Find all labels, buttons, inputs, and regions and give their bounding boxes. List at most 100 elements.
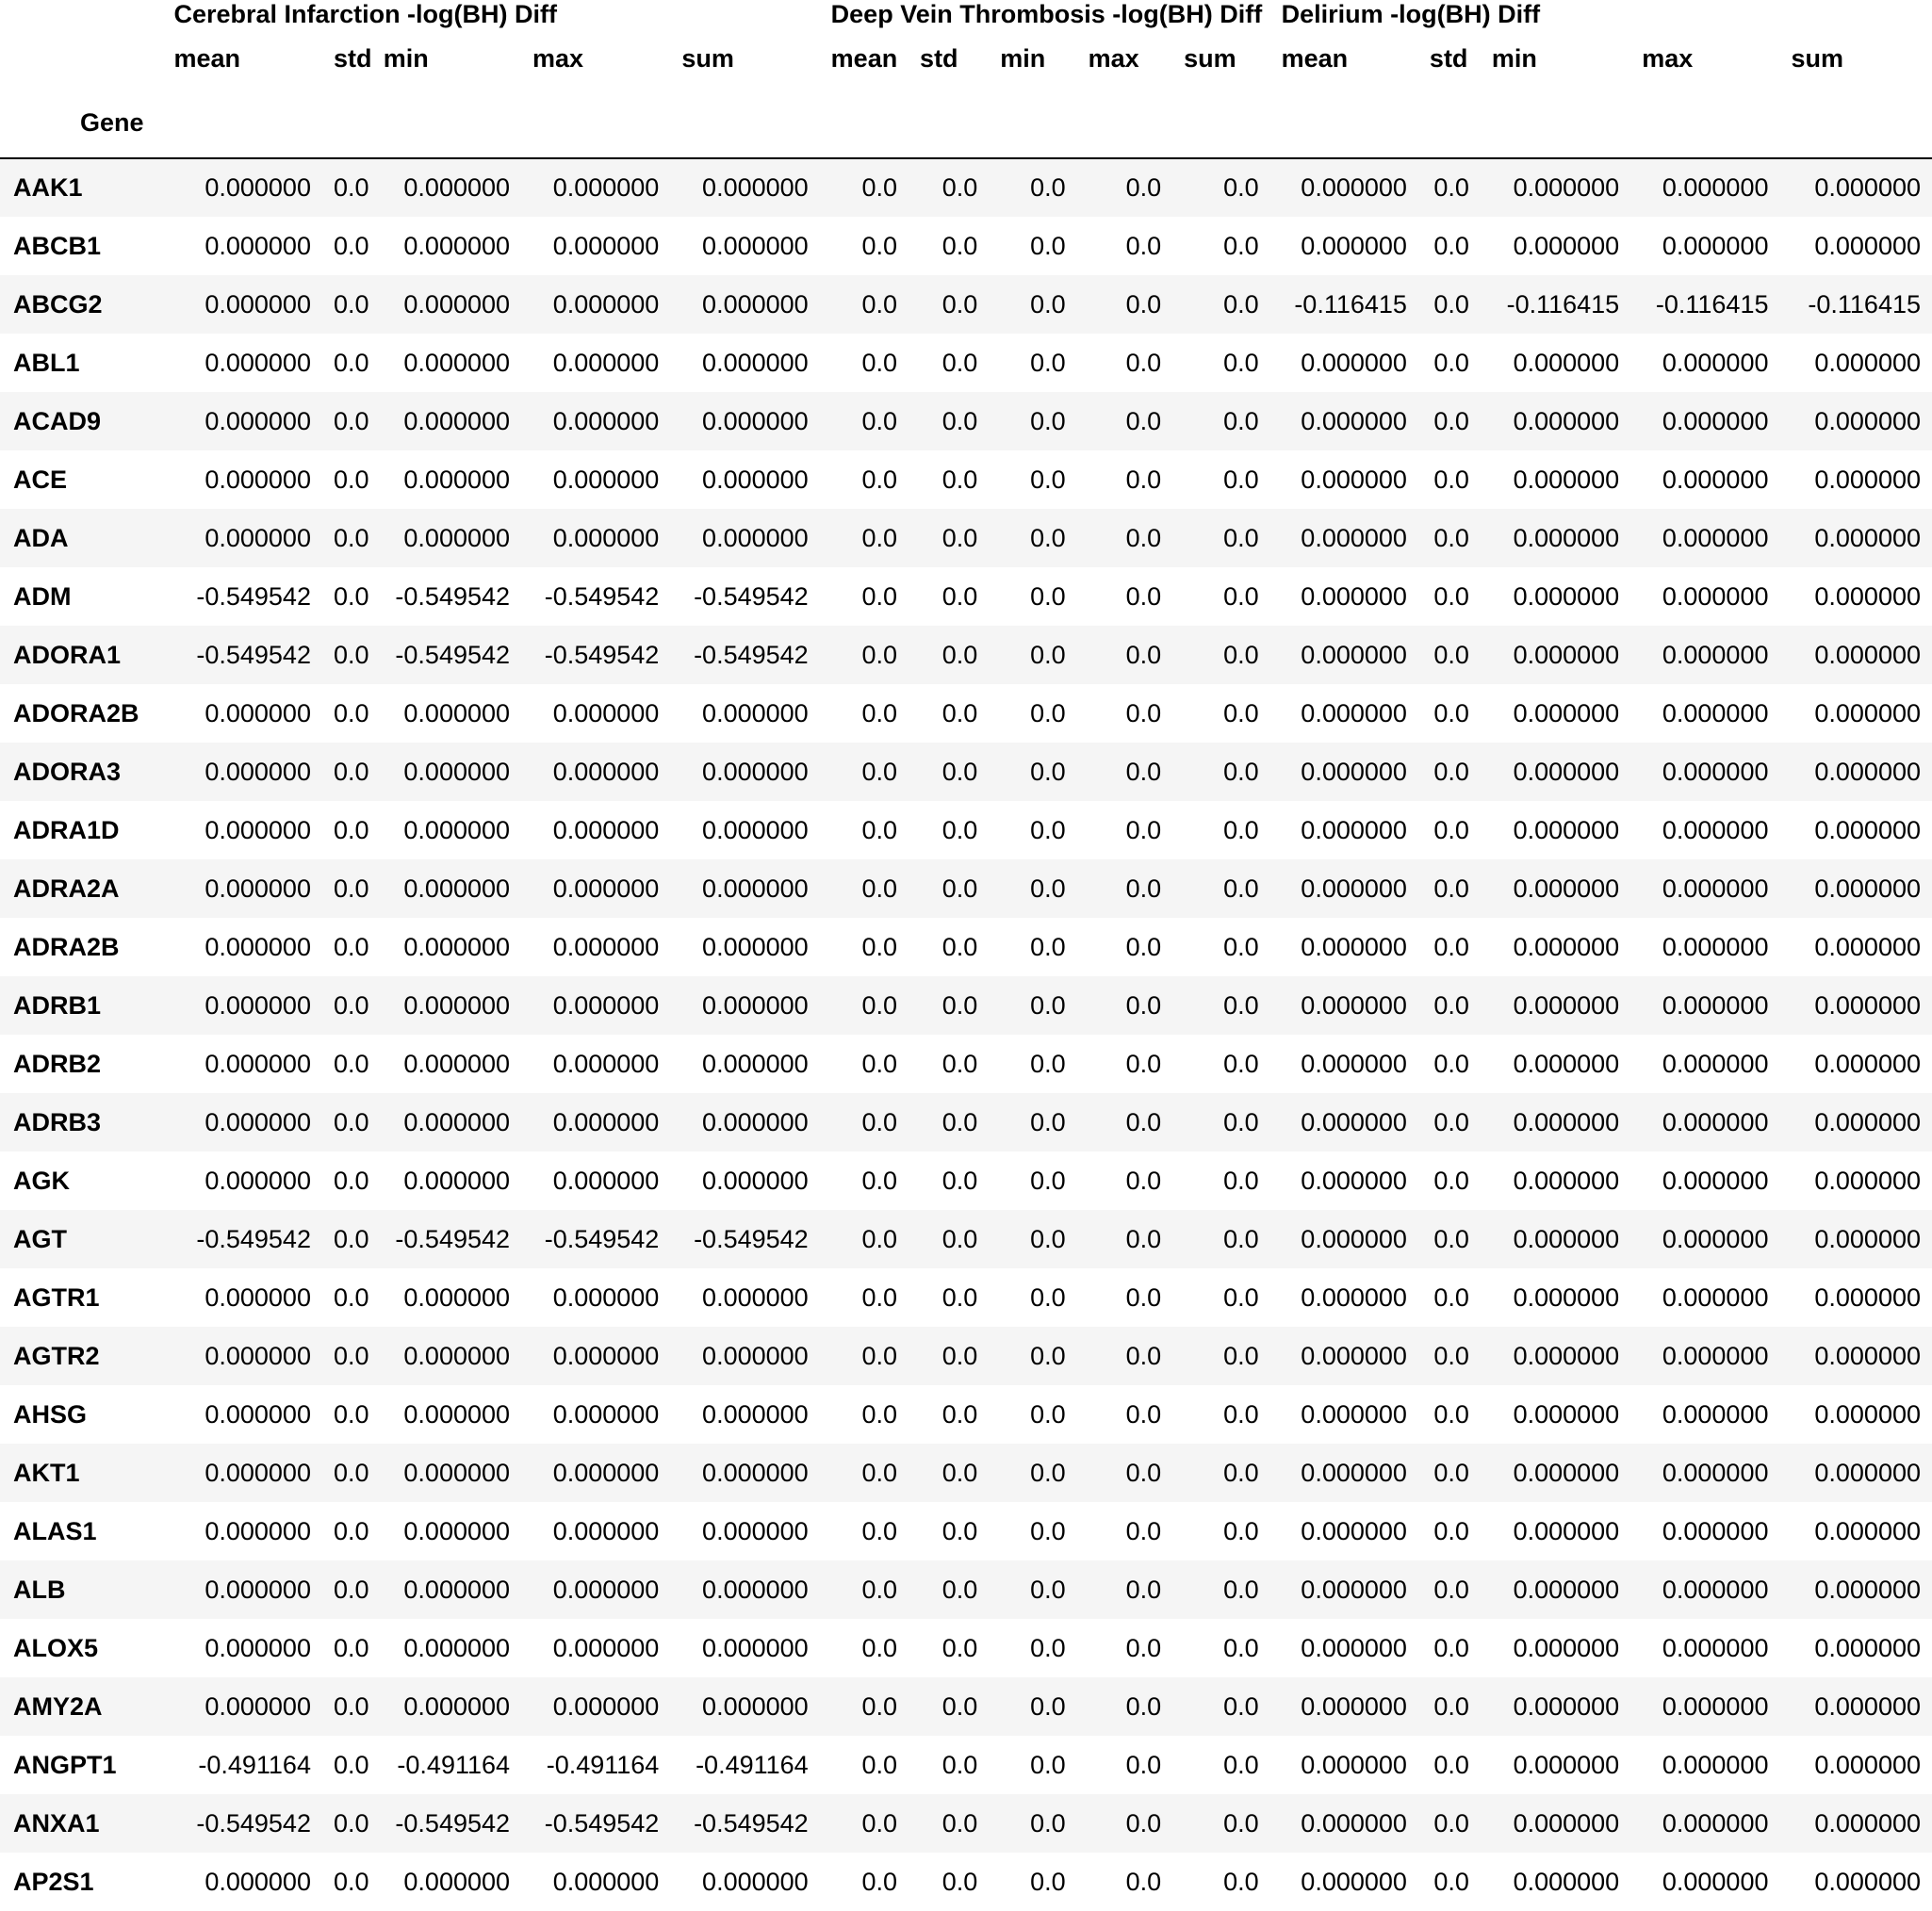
value-cell: 0.000000	[521, 509, 670, 567]
value-cell: 0.0	[322, 801, 372, 859]
value-cell: 0.0	[1077, 684, 1172, 743]
value-cell: 0.000000	[163, 1619, 322, 1677]
value-cell: -0.549542	[372, 1210, 521, 1268]
gene-label: ABCB1	[0, 217, 163, 275]
value-cell: 0.0	[989, 1093, 1076, 1152]
value-cell: 0.0	[909, 509, 989, 567]
value-cell: 0.000000	[1630, 1736, 1779, 1794]
stat-header-min: min	[1481, 29, 1630, 88]
value-cell: -0.116415	[1481, 275, 1630, 334]
value-cell: 0.0	[1172, 801, 1270, 859]
value-cell: 0.000000	[1270, 1619, 1418, 1677]
value-cell: 0.000000	[163, 1502, 322, 1560]
value-cell: 0.0	[909, 1385, 989, 1444]
value-cell: 0.000000	[1630, 743, 1779, 801]
value-cell: 0.0	[322, 1560, 372, 1619]
value-cell: 0.000000	[521, 801, 670, 859]
gene-label: ANGPT1	[0, 1736, 163, 1794]
value-cell: 0.0	[1172, 1794, 1270, 1853]
value-cell: 0.000000	[163, 1677, 322, 1736]
value-cell: 0.0	[322, 1794, 372, 1853]
value-cell: 0.000000	[1481, 1152, 1630, 1210]
value-cell: 0.000000	[1481, 392, 1630, 450]
gene-label: AMY2A	[0, 1677, 163, 1736]
value-cell: 0.000000	[1270, 158, 1418, 217]
value-cell: 0.000000	[521, 1327, 670, 1385]
value-cell: 0.000000	[1481, 1093, 1630, 1152]
value-cell: 0.0	[1077, 1853, 1172, 1911]
value-cell: 0.000000	[1630, 1327, 1779, 1385]
value-cell: 0.000000	[521, 1035, 670, 1093]
value-cell: -0.116415	[1270, 275, 1418, 334]
value-cell: 0.0	[909, 976, 989, 1035]
group-header-row: Cerebral Infarction -log(BH) Diff Deep V…	[0, 0, 1932, 29]
value-cell: 0.000000	[1630, 334, 1779, 392]
value-cell: 0.000000	[372, 1035, 521, 1093]
value-cell: 0.0	[1418, 684, 1481, 743]
value-cell: 0.0	[322, 275, 372, 334]
value-cell: 0.0	[989, 1794, 1076, 1853]
value-cell: 0.0	[989, 1560, 1076, 1619]
value-cell: 0.000000	[1630, 1619, 1779, 1677]
index-header-row: Gene	[0, 88, 1932, 158]
value-cell: 0.0	[909, 1677, 989, 1736]
value-cell: 0.000000	[670, 275, 819, 334]
value-cell: 0.0	[1077, 918, 1172, 976]
value-cell: 0.0	[1418, 1619, 1481, 1677]
gene-label: ADRB1	[0, 976, 163, 1035]
value-cell: 0.0	[820, 334, 909, 392]
value-cell: 0.000000	[1630, 684, 1779, 743]
value-cell: 0.000000	[670, 743, 819, 801]
value-cell: 0.000000	[521, 450, 670, 509]
value-cell: 0.000000	[1270, 918, 1418, 976]
value-cell: -0.549542	[163, 567, 322, 626]
value-cell: 0.0	[1077, 1444, 1172, 1502]
gene-label: AGTR1	[0, 1268, 163, 1327]
value-cell: 0.000000	[1481, 1619, 1630, 1677]
value-cell: 0.000000	[163, 1268, 322, 1327]
value-cell: 0.0	[1077, 1560, 1172, 1619]
value-cell: 0.0	[989, 1152, 1076, 1210]
value-cell: 0.000000	[1270, 859, 1418, 918]
value-cell: 0.000000	[670, 801, 819, 859]
value-cell: 0.0	[1172, 1385, 1270, 1444]
value-cell: 0.0	[322, 976, 372, 1035]
value-cell: 0.000000	[1779, 918, 1932, 976]
value-cell: 0.0	[1418, 1035, 1481, 1093]
value-cell: 0.000000	[1481, 450, 1630, 509]
value-cell: 0.000000	[372, 158, 521, 217]
value-cell: 0.000000	[1481, 976, 1630, 1035]
value-cell: 0.000000	[1481, 1385, 1630, 1444]
value-cell: 0.000000	[1779, 1210, 1932, 1268]
value-cell: 0.000000	[372, 1268, 521, 1327]
value-cell: 0.000000	[163, 859, 322, 918]
value-cell: 0.000000	[1481, 1853, 1630, 1911]
value-cell: 0.0	[322, 1035, 372, 1093]
value-cell: 0.0	[322, 1093, 372, 1152]
value-cell: 0.0	[909, 1736, 989, 1794]
value-cell: 0.0	[989, 334, 1076, 392]
gene-label: ADORA1	[0, 626, 163, 684]
value-cell: 0.000000	[1779, 334, 1932, 392]
value-cell: 0.0	[909, 626, 989, 684]
gene-label: AGTR2	[0, 1327, 163, 1385]
value-cell: 0.0	[322, 1619, 372, 1677]
value-cell: -0.491164	[372, 1736, 521, 1794]
value-cell: 0.0	[1418, 1677, 1481, 1736]
value-cell: 0.0	[1172, 1677, 1270, 1736]
value-cell: 0.000000	[1481, 567, 1630, 626]
value-cell: 0.000000	[1270, 1385, 1418, 1444]
value-cell: 0.0	[1418, 1853, 1481, 1911]
value-cell: 0.0	[909, 1853, 989, 1911]
value-cell: 0.000000	[521, 1268, 670, 1327]
gene-label: ACAD9	[0, 392, 163, 450]
value-cell: -0.491164	[670, 1736, 819, 1794]
value-cell: 0.0	[1077, 801, 1172, 859]
gene-label: AAK1	[0, 158, 163, 217]
value-cell: 0.0	[322, 334, 372, 392]
